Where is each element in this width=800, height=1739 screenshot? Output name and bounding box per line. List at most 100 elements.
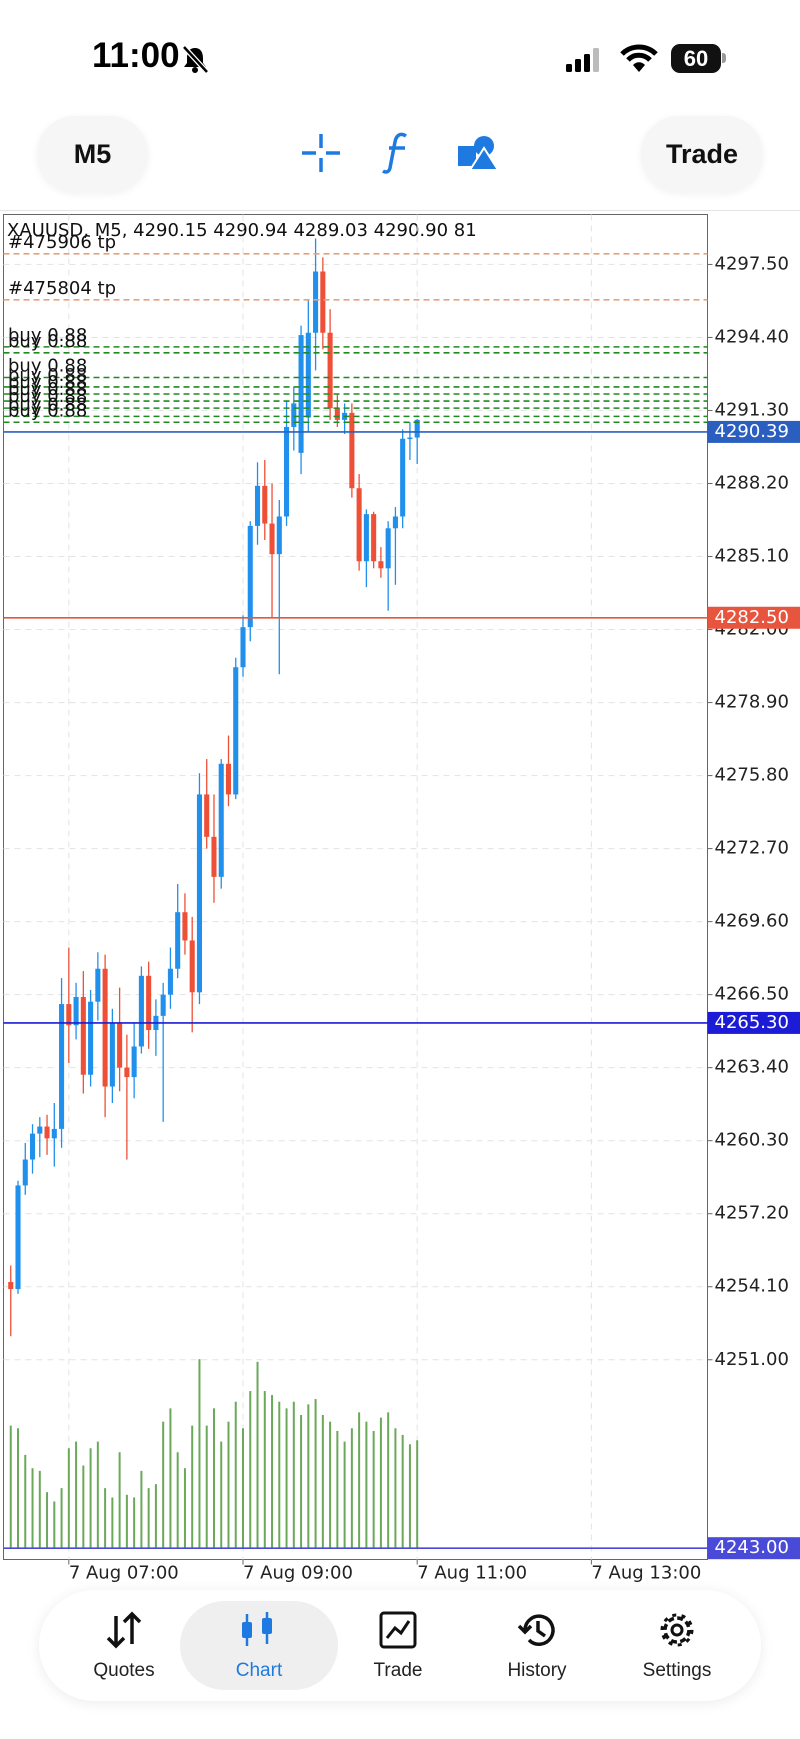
- candle-body: [59, 1004, 65, 1129]
- candle-body: [22, 1159, 28, 1186]
- y-tick-label: 4285.10: [715, 546, 789, 567]
- volume-bar: [300, 1415, 303, 1548]
- tab-history[interactable]: History: [462, 1590, 612, 1701]
- candle-body: [407, 437, 413, 440]
- crosshair-button[interactable]: [300, 132, 342, 174]
- y-tick-label: 4266.50: [715, 984, 789, 1005]
- volume-bar: [416, 1440, 419, 1548]
- y-tick-label: 4260.30: [715, 1130, 789, 1151]
- candle-body: [218, 763, 224, 877]
- volume-bar: [169, 1408, 172, 1548]
- candle-body: [189, 940, 195, 993]
- candle-body: [225, 763, 232, 795]
- candle-body: [175, 912, 181, 969]
- battery-level: 60: [683, 45, 709, 71]
- volume-bar: [60, 1488, 63, 1548]
- volume-bar: [292, 1401, 295, 1548]
- volume-bar: [379, 1417, 382, 1548]
- tab-chart[interactable]: Chart: [180, 1601, 338, 1690]
- order-label: #475906 tp: [8, 232, 116, 253]
- volume-bar: [394, 1428, 397, 1548]
- y-tick-label: 4251.00: [715, 1349, 789, 1370]
- candle-body: [146, 975, 152, 1030]
- tab-settings[interactable]: Settings: [602, 1590, 752, 1701]
- volume-bar: [140, 1470, 143, 1548]
- candle-body: [204, 794, 210, 837]
- volume-bar: [285, 1408, 288, 1548]
- candle-body: [8, 1282, 14, 1290]
- volume-bar: [104, 1488, 107, 1548]
- order-label: buy 0.88: [8, 365, 87, 386]
- indicators-button[interactable]: [380, 130, 414, 176]
- order-label: buy 0.88: [8, 372, 87, 393]
- volume-bar: [31, 1468, 34, 1548]
- candle-body: [124, 1067, 130, 1078]
- volume-bar: [111, 1497, 114, 1548]
- volume-bar: [176, 1452, 179, 1548]
- mute-icon: [182, 45, 209, 74]
- candle-body: [400, 438, 406, 517]
- candle-body: [320, 271, 326, 333]
- volume-bar: [336, 1430, 339, 1548]
- candle-body: [80, 997, 86, 1075]
- x-tick-label: 7 Aug 07:00: [69, 1563, 179, 1584]
- trade-button-label: Trade: [665, 138, 739, 169]
- y-tick-label: 4254.10: [715, 1276, 789, 1297]
- quotes-icon: [106, 1611, 142, 1649]
- candle-body: [378, 561, 384, 569]
- tab-trade[interactable]: Trade: [323, 1590, 473, 1701]
- toolbar-divider: [0, 210, 800, 211]
- volume-bar: [343, 1441, 346, 1548]
- candle-body: [95, 968, 101, 1002]
- candle-body: [291, 403, 297, 427]
- y-tick-label: 4297.50: [715, 253, 789, 274]
- wifi-icon: [620, 44, 658, 72]
- volume-bar: [183, 1468, 186, 1548]
- candle-body: [392, 516, 398, 529]
- volume-bar: [358, 1412, 361, 1548]
- candle-body: [371, 514, 377, 562]
- x-tick-label: 7 Aug 13:00: [591, 1563, 701, 1584]
- settings-icon: [660, 1613, 694, 1647]
- volume-bar: [271, 1395, 274, 1548]
- x-tick-label: 7 Aug 09:00: [243, 1563, 353, 1584]
- candle-body: [138, 975, 144, 1047]
- status-time: 11:00: [92, 36, 180, 75]
- y-tick-label: 4294.40: [715, 326, 789, 347]
- candle-body: [247, 525, 253, 628]
- price-label: 4282.50: [715, 607, 789, 628]
- candle-body: [15, 1185, 21, 1290]
- volume-bar: [133, 1497, 136, 1548]
- candle-body: [44, 1126, 50, 1139]
- candle-body: [233, 667, 239, 795]
- x-tick-label: 7 Aug 11:00: [417, 1563, 527, 1584]
- objects-button[interactable]: [456, 134, 500, 172]
- y-tick-label: 4272.70: [715, 838, 789, 859]
- volume-bar: [9, 1425, 12, 1548]
- chart-icon: [242, 1612, 272, 1646]
- volume-bar: [191, 1425, 194, 1548]
- candle-body: [102, 968, 108, 1087]
- chart-frame: [3, 214, 708, 1560]
- tab-label: History: [507, 1660, 567, 1681]
- tab-quotes[interactable]: Quotes: [49, 1590, 199, 1701]
- candle-body: [29, 1133, 36, 1160]
- timeframe-button[interactable]: M5: [37, 116, 148, 192]
- candle-body: [298, 335, 304, 453]
- y-tick-label: 4291.30: [715, 399, 789, 420]
- tab-bar: Quotes Chart Trade History Settings: [39, 1590, 761, 1701]
- tab-label: Quotes: [93, 1660, 155, 1681]
- volume-bar: [307, 1404, 310, 1548]
- y-tick-label: 4275.80: [715, 765, 789, 786]
- volume-bar: [365, 1421, 368, 1548]
- battery: 60: [671, 44, 721, 73]
- volume-bar: [321, 1415, 324, 1548]
- volume-bar: [67, 1448, 70, 1548]
- trade-button[interactable]: Trade: [641, 116, 763, 192]
- price-label: 4290.39: [715, 421, 789, 442]
- tab-label: Trade: [373, 1660, 423, 1681]
- volume-bar: [38, 1470, 41, 1548]
- trade-icon: [379, 1611, 417, 1649]
- order-label: buy 0.88: [8, 325, 87, 346]
